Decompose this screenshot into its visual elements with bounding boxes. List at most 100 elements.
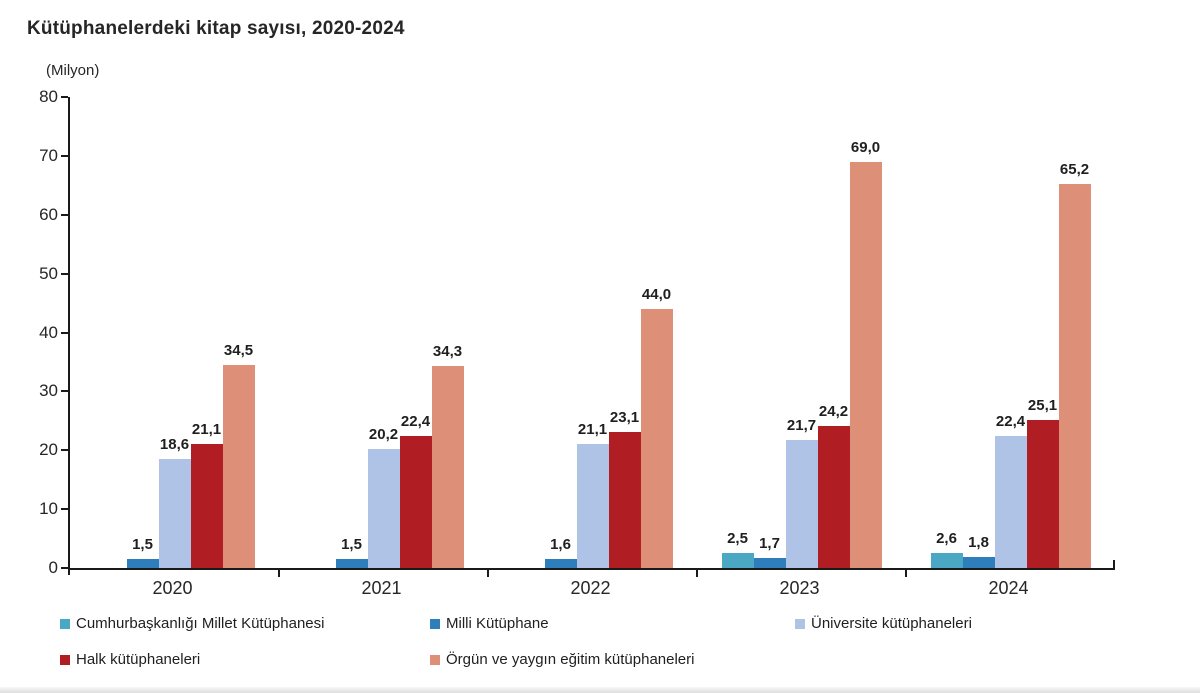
- bar-slot: 1,5: [335, 97, 368, 568]
- legend-swatch-icon: [795, 619, 805, 629]
- bar-value-label: 44,0: [641, 285, 672, 303]
- bar-2023-series0: [721, 553, 754, 568]
- x-category-label-2021: 2021: [361, 578, 402, 598]
- bar-2024-series4: [1058, 184, 1091, 568]
- legend-item-3: Halk kütüphaneleri: [60, 649, 430, 671]
- y-tick-label-40: 40: [39, 322, 58, 342]
- bar-2022-series2: [576, 443, 609, 568]
- bar-value-label: 24,2: [818, 402, 849, 420]
- bar-slot: 24,2: [817, 97, 850, 568]
- bar-group-2023: 2,5 1,7 21,7 24,2 69,0: [697, 97, 906, 568]
- bar-slot: 23,1: [608, 97, 641, 568]
- y-tick-mark: [61, 331, 68, 334]
- bar-value-label: 1,5: [341, 536, 362, 554]
- bar-slot: 22,4: [399, 97, 432, 568]
- chart-legend: Cumhurbaşkanlığı Millet Kütüphanesi Milli…: [60, 613, 1160, 671]
- bar-2023-series3: [817, 425, 850, 568]
- legend-label: Halk kütüphaneleri: [76, 651, 201, 668]
- bar-group-2022: 1,6 21,1 23,1 44,0: [488, 97, 697, 568]
- bar-2020-series3: [190, 443, 223, 568]
- bar-slot: 1,7: [753, 97, 786, 568]
- bar-slot: 34,3: [431, 97, 464, 568]
- bar-slot: 69,0: [849, 97, 882, 568]
- bar-2022-series3: [608, 432, 641, 568]
- bar-slot: 1,5: [126, 97, 159, 568]
- bar-value-label: 21,1: [577, 420, 608, 438]
- bar-group-2020: 1,5 18,6 21,1 34,5: [70, 97, 279, 568]
- bar-slot: 25,1: [1026, 97, 1059, 568]
- bar-slot: 20,2: [367, 97, 400, 568]
- bar-2020-series4: [222, 364, 255, 568]
- bar-slot: 18,6: [158, 97, 191, 568]
- bar-slot: 44,0: [640, 97, 673, 568]
- bar-2020-series2: [158, 458, 191, 568]
- bar-slot: 1,8: [962, 97, 995, 568]
- legend-item-0: Cumhurbaşkanlığı Millet Kütüphanesi: [60, 613, 430, 635]
- y-tick-label-0: 0: [48, 558, 58, 577]
- bar-value-label: 34,5: [223, 341, 254, 359]
- x-category-label-2022: 2022: [570, 578, 611, 598]
- bar-2022-series4: [640, 308, 673, 568]
- bar-slot: [95, 97, 127, 568]
- bar-value-label: 25,1: [1027, 397, 1058, 415]
- legend-label: Üniversite kütüphaneleri: [811, 615, 972, 632]
- bar-2024-series0: [930, 552, 963, 568]
- x-tick-mark: [487, 570, 489, 577]
- x-category-label-2020: 2020: [152, 578, 193, 598]
- bar-2024-series1: [962, 557, 995, 568]
- bar-2023-series1: [753, 558, 786, 568]
- bar-2020-series1: [126, 559, 159, 568]
- y-tick-label-30: 30: [39, 381, 58, 401]
- legend-item-4: Örgün ve yaygın eğitim kütüphaneleri: [430, 649, 795, 671]
- bar-slot: 21,1: [576, 97, 609, 568]
- bar-slot: 22,4: [994, 97, 1027, 568]
- y-tick-mark: [61, 96, 68, 98]
- bar-value-label: 2,5: [727, 530, 748, 548]
- y-tick-label-80: 80: [39, 87, 58, 106]
- bar-value-label: 18,6: [159, 435, 190, 453]
- bar-slot: 34,5: [222, 97, 255, 568]
- legend-swatch-icon: [430, 619, 440, 629]
- bar-2021-series1: [335, 559, 368, 568]
- bar-2021-series2: [367, 449, 400, 568]
- y-tick-mark: [61, 154, 68, 157]
- plot-area: 1,5 18,6 21,1 34,5 1,5 20,2 22,4 34,3 1,6 21,1 23,…: [61, 96, 1115, 577]
- legend-swatch-icon: [430, 655, 440, 665]
- y-tick-mark: [61, 272, 68, 275]
- bar-2024-series2: [994, 436, 1027, 568]
- bar-value-label: 21,7: [786, 417, 817, 435]
- bar-value-label: 1,5: [132, 536, 153, 554]
- bar-value-label: 69,0: [850, 138, 881, 156]
- legend-item-2: Üniversite kütüphaneleri: [795, 613, 1160, 635]
- bar-slot: 2,5: [721, 97, 754, 568]
- bar-slot: 2,6: [930, 97, 963, 568]
- y-tick-label-20: 20: [39, 440, 58, 460]
- y-tick-mark: [61, 449, 68, 452]
- y-tick-label-50: 50: [39, 263, 58, 283]
- bar-2023-series2: [785, 440, 818, 568]
- bar-value-label: 23,1: [609, 409, 640, 426]
- x-tick-mark: [278, 570, 280, 577]
- bar-slot: 21,1: [190, 97, 223, 568]
- bar-value-label: 1,6: [550, 535, 571, 553]
- y-tick-mark: [61, 508, 68, 511]
- legend-label: Cumhurbaşkanlığı Millet Kütüphanesi: [76, 615, 325, 632]
- legend-label: Milli Kütüphane: [446, 615, 549, 632]
- bar-value-label: 34,3: [432, 343, 463, 361]
- footer-strip: [0, 687, 1200, 693]
- legend-swatch-icon: [60, 655, 70, 665]
- bar-value-label: 20,2: [368, 426, 399, 444]
- bar-value-label: 21,1: [191, 420, 222, 438]
- bar-2021-series4: [431, 366, 464, 568]
- y-tick-mark: [61, 567, 68, 569]
- bar-slot: [304, 97, 336, 568]
- bar-group-2024: 2,6 1,8 22,4 25,1 65,2: [906, 97, 1115, 568]
- bar-value-label: 65,2: [1059, 161, 1090, 179]
- y-axis-origin-stub: [68, 568, 70, 575]
- bar-2023-series4: [849, 161, 882, 568]
- x-tick-mark: [905, 570, 907, 577]
- y-tick-label-70: 70: [39, 145, 58, 165]
- y-tick-label-60: 60: [39, 204, 58, 224]
- legend-label: Örgün ve yaygın eğitim kütüphaneleri: [446, 651, 695, 668]
